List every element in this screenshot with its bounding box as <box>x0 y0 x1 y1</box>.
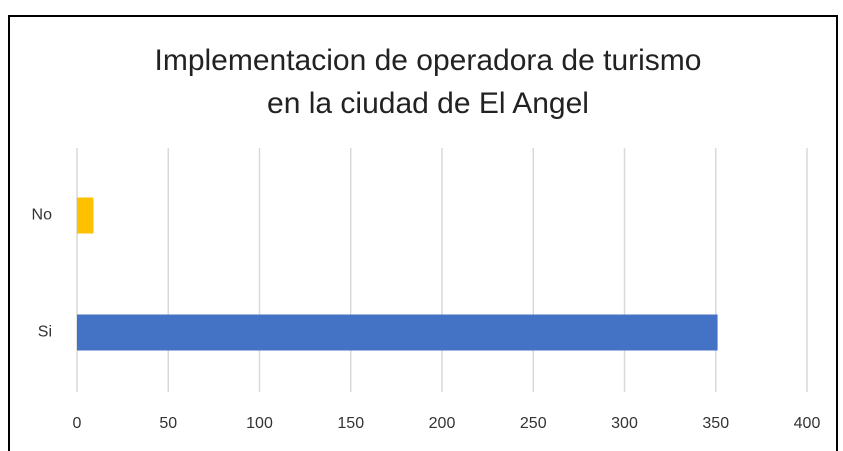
x-tick-label: 400 <box>794 415 821 432</box>
x-tick-label: 100 <box>246 415 273 432</box>
x-tick-label: 350 <box>702 415 729 432</box>
x-tick-label: 300 <box>611 415 638 432</box>
y-tick-label: Si <box>38 324 52 341</box>
chart-title: en la ciudad de El Angel <box>267 87 589 120</box>
bar <box>77 314 718 351</box>
y-tick-label: No <box>32 207 53 224</box>
x-tick-label: 150 <box>337 415 364 432</box>
chart-frame <box>8 15 838 451</box>
x-tick-label: 250 <box>520 415 547 432</box>
bar <box>77 197 94 234</box>
x-tick-label: 0 <box>73 415 82 432</box>
chart-title: Implementacion de operadora de turismo <box>155 44 702 77</box>
x-tick-label: 200 <box>429 415 456 432</box>
x-tick-label: 50 <box>159 415 177 432</box>
